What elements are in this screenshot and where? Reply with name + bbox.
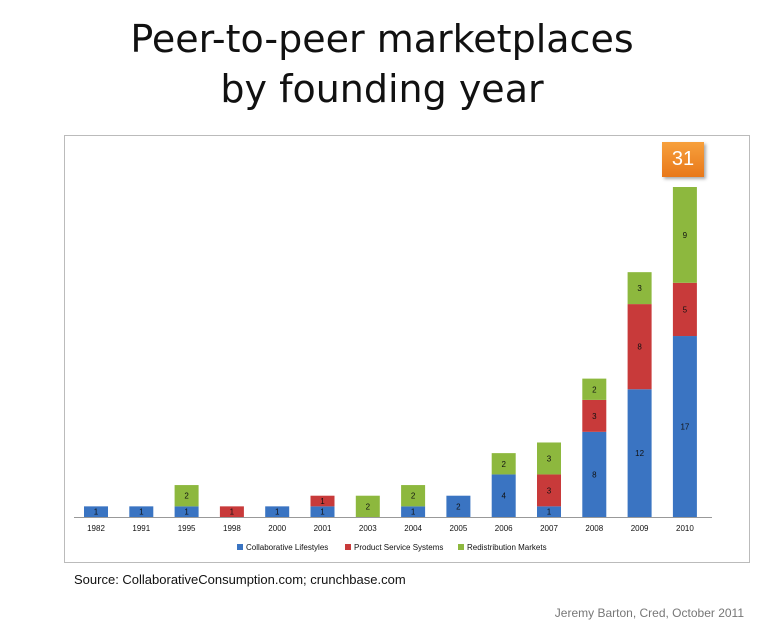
bar-1995-series-2 xyxy=(174,485,199,507)
title-line-2: by founding year xyxy=(220,67,544,111)
legend-label: Product Service Systems xyxy=(354,543,443,552)
bar-1995-series-0 xyxy=(174,506,199,517)
bar-2001-series-1 xyxy=(310,495,335,507)
bar-2009-series-1 xyxy=(627,304,652,390)
bar-2008-series-0 xyxy=(582,431,607,517)
bar-2010-series-0 xyxy=(672,336,697,517)
x-tick-label: 2008 xyxy=(585,524,603,533)
data-label: 1 xyxy=(230,508,235,517)
data-label: 2 xyxy=(456,502,461,511)
x-tick-label: 2009 xyxy=(631,524,649,533)
data-label: 1 xyxy=(320,497,325,506)
data-label: 5 xyxy=(683,305,688,314)
source-note: Source: CollaborativeConsumption.com; cr… xyxy=(74,572,406,587)
bar-2010-series-2 xyxy=(672,187,697,283)
bar-2001-series-0 xyxy=(310,506,335,517)
data-label: 2 xyxy=(184,492,189,501)
x-tick-label: 1998 xyxy=(223,524,241,533)
x-tick-label: 2010 xyxy=(676,524,694,533)
legend-swatch xyxy=(237,544,243,550)
bar-2010-series-1 xyxy=(672,282,697,337)
legend-label: Collaborative Lifestyles xyxy=(246,543,328,552)
x-tick-label: 1995 xyxy=(178,524,196,533)
data-label: 8 xyxy=(637,343,642,352)
bar-2007-series-0 xyxy=(537,506,561,517)
data-label: 12 xyxy=(635,449,644,458)
data-label: 1 xyxy=(184,508,189,517)
legend-label: Redistribution Markets xyxy=(467,543,547,552)
bar-2006-series-2 xyxy=(491,453,516,475)
data-label: 4 xyxy=(501,492,506,501)
data-label: 17 xyxy=(680,423,689,432)
data-label: 3 xyxy=(547,454,552,463)
bar-2007-series-2 xyxy=(537,442,561,475)
x-tick-label: 2005 xyxy=(450,524,468,533)
data-label: 8 xyxy=(592,470,597,479)
bar-1991-series-0 xyxy=(129,506,154,517)
data-label: 2 xyxy=(501,460,506,469)
data-label: 1 xyxy=(275,508,280,517)
data-label: 3 xyxy=(592,412,597,421)
data-label: 1 xyxy=(320,508,325,517)
x-tick-label: 2007 xyxy=(540,524,558,533)
data-label: 1 xyxy=(547,508,552,517)
data-label: 2 xyxy=(411,492,416,501)
bar-2004-series-2 xyxy=(401,485,426,507)
x-tick-label: 1982 xyxy=(87,524,105,533)
data-label: 2 xyxy=(366,502,371,511)
slide-title: Peer-to-peer marketplaces by founding ye… xyxy=(0,14,764,114)
bar-2005-series-0 xyxy=(446,495,471,517)
bar-2009-series-0 xyxy=(627,389,652,517)
legend-swatch xyxy=(458,544,464,550)
x-tick-label: 1991 xyxy=(132,524,150,533)
data-label: 2 xyxy=(592,385,597,394)
data-label: 9 xyxy=(683,231,688,240)
bar-1998-series-1 xyxy=(219,506,244,517)
x-tick-label: 2001 xyxy=(314,524,332,533)
data-label: 1 xyxy=(411,508,416,517)
bar-2006-series-0 xyxy=(491,474,516,517)
data-label: 1 xyxy=(139,508,144,517)
x-tick-label: 2006 xyxy=(495,524,513,533)
total-badge: 31 xyxy=(662,142,704,177)
legend-swatch xyxy=(345,544,351,550)
x-tick-label: 2000 xyxy=(268,524,286,533)
bar-2004-series-0 xyxy=(401,506,426,517)
bar-1982-series-0 xyxy=(84,506,108,517)
bar-2000-series-0 xyxy=(265,506,290,517)
chart-frame xyxy=(64,135,750,563)
credit-note: Jeremy Barton, Cred, October 2011 xyxy=(554,606,744,620)
bar-2009-series-2 xyxy=(627,272,652,305)
bar-2007-series-1 xyxy=(537,474,561,507)
data-label: 1 xyxy=(94,508,99,517)
x-tick-label: 2004 xyxy=(404,524,422,533)
bar-2008-series-2 xyxy=(582,378,607,400)
x-tick-label: 2003 xyxy=(359,524,377,533)
bar-2008-series-1 xyxy=(582,399,607,432)
title-line-1: Peer-to-peer marketplaces xyxy=(130,17,634,61)
data-label: 3 xyxy=(547,486,552,495)
bar-2003-series-2 xyxy=(355,495,380,517)
data-label: 3 xyxy=(637,284,642,293)
